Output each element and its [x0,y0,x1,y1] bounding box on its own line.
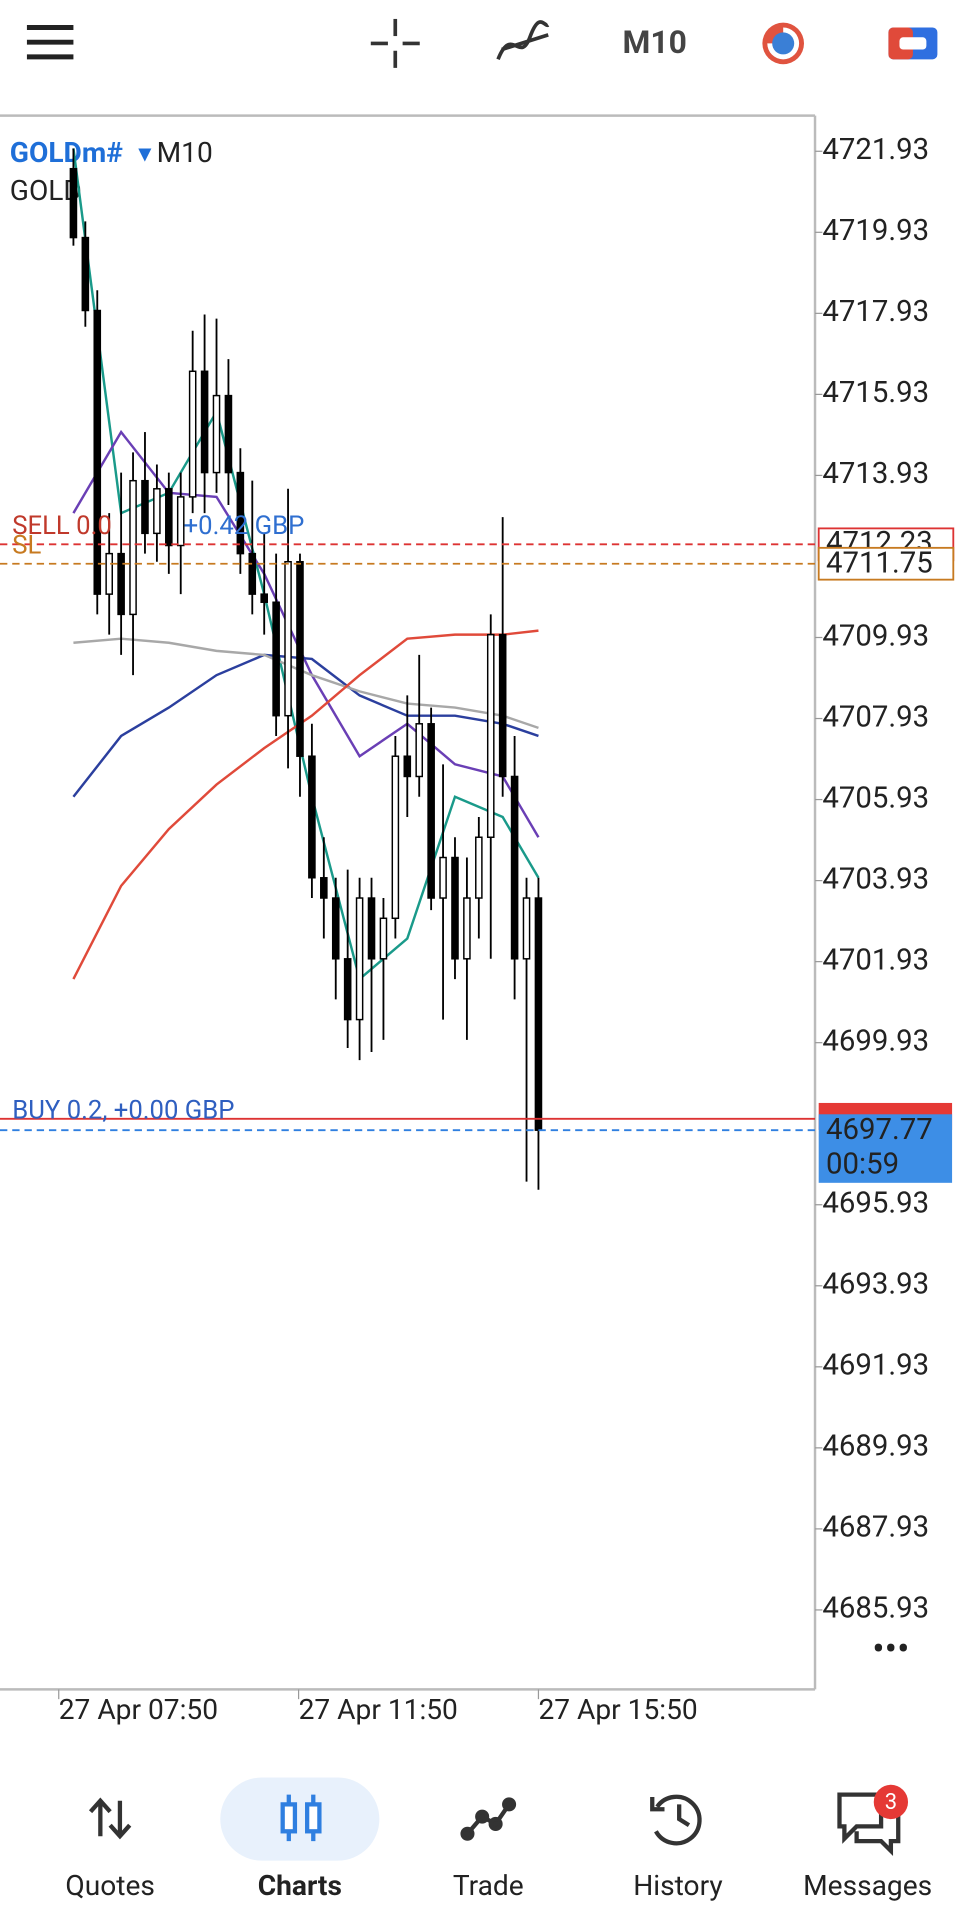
sl-price-box [817,546,955,581]
moving-average [72,653,539,798]
candle-body [463,897,471,960]
candle-body [331,897,340,960]
nav-label[interactable]: Quotes [65,1869,155,1902]
trade-icon[interactable] [460,1797,517,1841]
symbol-dropdown[interactable]: ▼ [138,144,152,164]
history-icon[interactable] [650,1794,702,1846]
y-tick-label: 4685.93 [822,1592,929,1626]
nav-label[interactable]: Charts [258,1869,342,1902]
candle-body [403,755,412,778]
candle-body [320,877,328,899]
y-tick-label: 4695.93 [822,1187,929,1221]
candle-body [212,394,221,474]
candle-body [451,856,459,960]
y-tick-label: 4703.93 [822,862,929,896]
candle-body [260,593,268,603]
candle-body [534,897,543,1131]
candle-body [141,479,149,535]
candle-body [510,775,519,960]
candle-body [343,958,352,1021]
bar-countdown: 00:59 [826,1147,899,1181]
candle-body [272,601,280,717]
y-tick-label: 4719.93 [822,214,929,248]
candle-body [284,560,292,717]
charts-icon[interactable] [280,1794,322,1842]
moving-average [73,637,539,730]
y-tick-label: 4707.93 [822,700,929,734]
sl-label: SL [12,530,41,560]
candle-body [522,897,531,960]
candle-body [498,633,507,778]
candle-body [355,897,364,1021]
crosshair-button[interactable] [370,18,420,68]
candle-body [367,897,376,960]
y-tick-label: 4717.93 [822,295,929,329]
badge-count: 3 [885,1790,897,1815]
moving-average [72,629,539,980]
y-tick-label: 4713.93 [822,457,929,491]
candle-body [308,755,316,879]
y-tick-label: 4689.93 [822,1430,929,1464]
sell-profit: +0.42 GBP [184,511,305,541]
candle-body [224,394,233,474]
candle-body [188,370,197,498]
x-tick-label: 27 Apr 07:50 [59,1693,218,1726]
symbol[interactable]: GOLDm# [10,136,123,169]
candle-body [117,552,125,616]
timeframe-button[interactable]: M10 [623,23,687,61]
candle-body [379,917,388,960]
y-tick-label: 4701.93 [822,943,929,977]
y-tick-label: 4715.93 [822,376,929,410]
buy-label: BUY 0.2, +0.00 GBP [12,1095,234,1125]
candle-body [475,836,483,899]
candle-body [69,167,78,239]
x-tick-label: 27 Apr 11:50 [299,1693,458,1726]
nav-label[interactable]: Trade [453,1869,524,1902]
nav-label[interactable]: Messages [803,1869,932,1902]
sell-label: SELL 0.0 [12,511,112,541]
bid-price: 4697.77 [826,1113,933,1147]
candle-body [415,723,424,778]
quotes-icon[interactable] [88,1797,132,1840]
y-tick-label: 4699.93 [822,1024,929,1058]
chart [0,114,817,1691]
y-tick-label: 4705.93 [822,781,929,815]
bid-price-box [818,1114,953,1183]
active-tab-bg [220,1777,380,1861]
plot-area [69,148,543,1190]
nav-label[interactable]: History [633,1869,722,1902]
more-button[interactable]: ••• [872,1627,909,1670]
y-tick-label: 4687.93 [822,1511,929,1545]
trade-button[interactable] [888,27,938,60]
chart-timeframe: M10 [157,136,213,169]
indicators-button[interactable] [496,20,550,60]
candle-body [486,633,495,838]
y-tick-label: 4709.93 [822,619,929,653]
menu-button[interactable] [26,25,74,60]
candle-body [129,479,137,616]
candle-body [81,236,90,312]
candle-body [176,496,185,547]
y-tick-label: 4693.93 [822,1268,929,1302]
candle-body [165,488,173,547]
candle-body [248,552,257,595]
y-tick-label: 4691.93 [822,1349,929,1383]
clock-button[interactable] [762,22,805,65]
candle-body [391,755,400,920]
sl-price: 4711.75 [826,547,933,581]
candle-body [200,370,209,474]
candle-body [93,309,102,595]
x-tick-label: 27 Apr 15:50 [538,1693,697,1726]
candle-body [296,560,304,757]
candle-body [439,856,447,899]
candle-body [427,723,435,899]
candle-body [153,488,161,535]
y-tick-label: 4721.93 [822,133,929,167]
candle-body [236,471,245,555]
badge [873,1784,909,1820]
candle-body [105,552,113,595]
